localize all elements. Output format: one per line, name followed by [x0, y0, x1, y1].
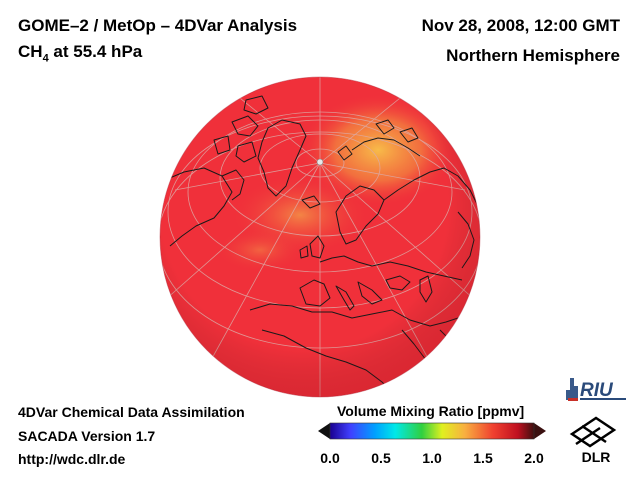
north-pole-marker: [316, 158, 324, 166]
colorbar-min-arrow: [318, 423, 330, 439]
footer-assimilation-label: 4DVar Chemical Data Assimilation: [18, 404, 245, 420]
dlr-logo-text: DLR: [582, 449, 611, 465]
colorbar-title: Volume Mixing Ratio [ppmv]: [337, 403, 525, 419]
footer-version-label: SACADA Version 1.7: [18, 428, 156, 444]
species-subscript: 4: [42, 52, 49, 65]
species-level-label: CH4 at 55.4 hPa: [18, 42, 142, 64]
datetime-label: Nov 28, 2008, 12:00 GMT: [421, 16, 620, 35]
pressure-level: at 55.4 hPa: [48, 42, 143, 61]
riu-logo-text: RIU: [580, 380, 614, 401]
methane-field: [160, 77, 480, 397]
colorbar-gradient: [330, 423, 534, 439]
region-label: Northern Hemisphere: [446, 46, 620, 65]
dlr-logo: DLR: [569, 416, 617, 465]
colorbar-tick-label: 1.5: [473, 450, 493, 466]
footer-url-link[interactable]: http://wdc.dlr.de: [18, 451, 126, 467]
colorbar-tick-label: 0.0: [320, 450, 340, 466]
globe-map: [159, 76, 481, 398]
colorbar: [318, 422, 546, 440]
riu-logo: RIU: [566, 378, 626, 401]
colorbar-tick-label: 0.5: [371, 450, 391, 466]
colorbar-tick-label: 2.0: [524, 450, 544, 466]
map-title: GOME–2 / MetOp – 4DVar Analysis: [18, 16, 298, 35]
colorbar-tick-label: 1.0: [422, 450, 442, 466]
species-name: CH: [18, 42, 43, 61]
colorbar-max-arrow: [534, 423, 546, 439]
